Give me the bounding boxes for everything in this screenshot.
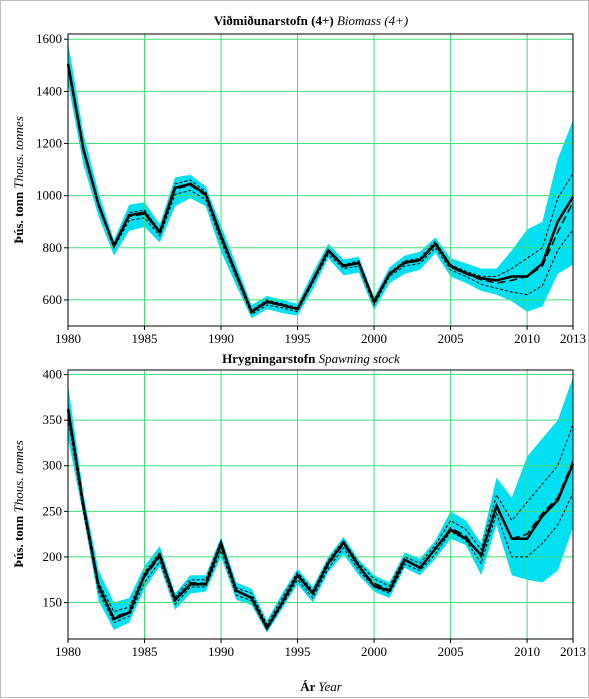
ssb-xtick-label-2000: 2000 [361,644,387,659]
biomass-xtick-label-2010: 2010 [514,331,540,346]
biomass-xtick-label-2000: 2000 [361,331,387,346]
biomass-xtick-label-2013: 2013 [560,331,586,346]
ssb-lower-dotted-line [67,418,574,631]
biomass-plot: 1980 1985 1990 1995 2000 2005 2010 2013 600 800 10… [36,31,586,346]
ssb-ylabel-en: Thous. tonnes [11,440,26,512]
biomass-ytick-label-1000: 1000 [36,188,62,203]
biomass-ylabel: Þús. tonn Thous. tonnes [11,116,26,244]
ssb-xtick-label-1995: 1995 [285,644,311,659]
ssb-xtick-label-2010: 2010 [514,644,540,659]
ssb-xtick-label-2005: 2005 [438,644,464,659]
biomass-estimate-line [66,63,575,314]
biomass-ytick-label-1200: 1200 [36,136,62,151]
ssb-plot: 1980 1985 1990 1995 2000 2005 2010 2013 150 200 25… [43,367,587,659]
ssb-ytick-label-150: 150 [43,595,63,610]
ssb-ytick-label-200: 200 [43,549,63,564]
biomass-xtick-label-2005: 2005 [438,331,464,346]
ssb-ytick-label-400: 400 [43,367,63,382]
biomass-title-is: Viðmiðunarstofn (4+) [214,13,334,28]
biomass-ytick-label-600: 600 [43,292,63,307]
ssb-xtick-label-1985: 1985 [132,644,158,659]
ssb-title: Hrygningarstofn Spawning stock [222,351,400,366]
x-axis-label-en: Year [318,679,342,694]
biomass-title-en: Biomass (4+) [337,13,408,28]
ssb-ytick-label-300: 300 [43,458,63,473]
biomass-confidence-band [68,41,573,319]
ssb-ylabel: Þús. tonn Thous. tonnes [11,440,26,568]
x-axis-label-is: Ár [300,679,315,694]
ssb-ytick-label-250: 250 [43,503,63,518]
biomass-ylabel-en: Thous. tonnes [11,116,26,188]
ssb-confidence-band [68,377,573,633]
biomass-xtick-label-1995: 1995 [285,331,311,346]
biomass-xtick-label-1990: 1990 [208,331,234,346]
biomass-lower-dotted-line [67,67,574,316]
ssb-estimate-line [66,409,575,631]
biomass-title: Viðmiðunarstofn (4+) Biomass (4+) [214,13,408,28]
x-axis-label: Ár Year [300,679,342,694]
ssb-xtick-label-1990: 1990 [208,644,234,659]
ssb-ylabel-is: Þús. tonn [11,515,26,568]
ssb-xtick-label-1980: 1980 [55,644,81,659]
biomass-ytick-label-800: 800 [43,240,63,255]
biomass-ytick-label-1600: 1600 [36,31,62,46]
biomass-ylabel-is: Þús. tonn [11,191,26,244]
ssb-title-en: Spawning stock [319,351,400,366]
ssb-ytick-label-350: 350 [43,412,63,427]
biomass-xtick-label-1980: 1980 [55,331,81,346]
biomass-ytick-label-1400: 1400 [36,83,62,98]
ssb-xtick-label-2013: 2013 [560,644,586,659]
biomass-xtick-label-1985: 1985 [132,331,158,346]
ssb-title-is: Hrygningarstofn [222,351,316,366]
ssb-axes-frame [67,369,574,640]
panel-biomass: Viðmiðunarstofn (4+) Biomass (4+) Þús. t… [11,13,408,244]
panel-spawning-stock: Hrygningarstofn Spawning stock Þús. tonn… [11,351,400,694]
biomass-axes-frame [67,33,574,327]
